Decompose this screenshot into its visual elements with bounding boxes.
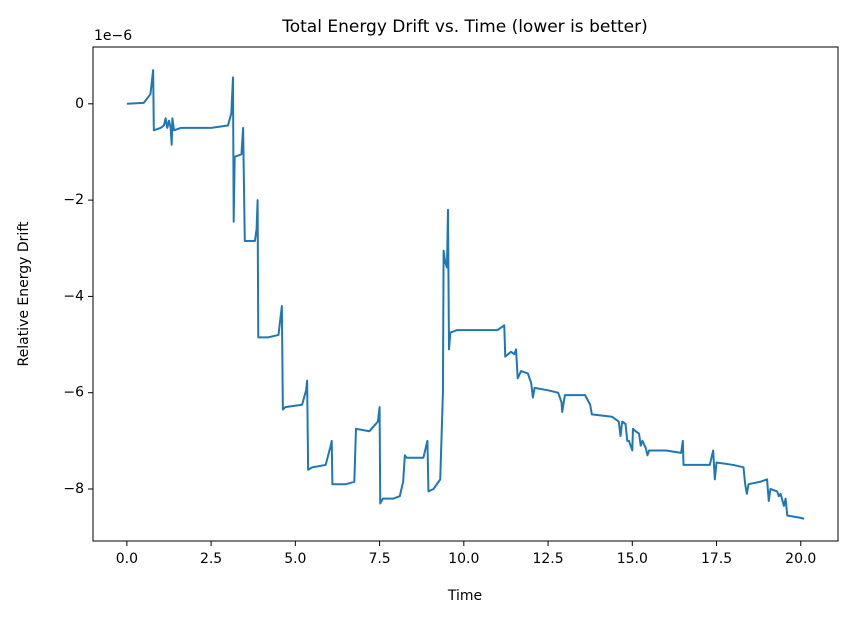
x-tick-label: 0.0 [116, 551, 138, 567]
y-tick-label: −4 [63, 288, 84, 304]
y-tick-label: −6 [63, 385, 84, 401]
y-offset-label: 1e−6 [94, 28, 132, 44]
x-tick-label: 2.5 [200, 551, 222, 567]
plot-frame [92, 46, 839, 542]
y-tick-label: −8 [63, 481, 84, 497]
y-tick-label: 0 [75, 96, 84, 112]
chart-title: Total Energy Drift vs. Time (lower is be… [281, 17, 647, 37]
x-axis-label: Time [447, 588, 482, 604]
x-tick-label: 17.5 [701, 551, 732, 567]
y-axis-label: Relative Energy Drift [16, 221, 32, 366]
x-tick-label: 20.0 [785, 551, 816, 567]
x-tick-label: 10.0 [448, 551, 479, 567]
x-tick-label: 7.5 [368, 551, 390, 567]
x-tick-label: 5.0 [284, 551, 306, 567]
y-tick-label: −2 [63, 192, 84, 208]
x-tick-label: 15.0 [617, 551, 648, 567]
data-line [126, 69, 805, 520]
x-tick-label: 12.5 [532, 551, 563, 567]
